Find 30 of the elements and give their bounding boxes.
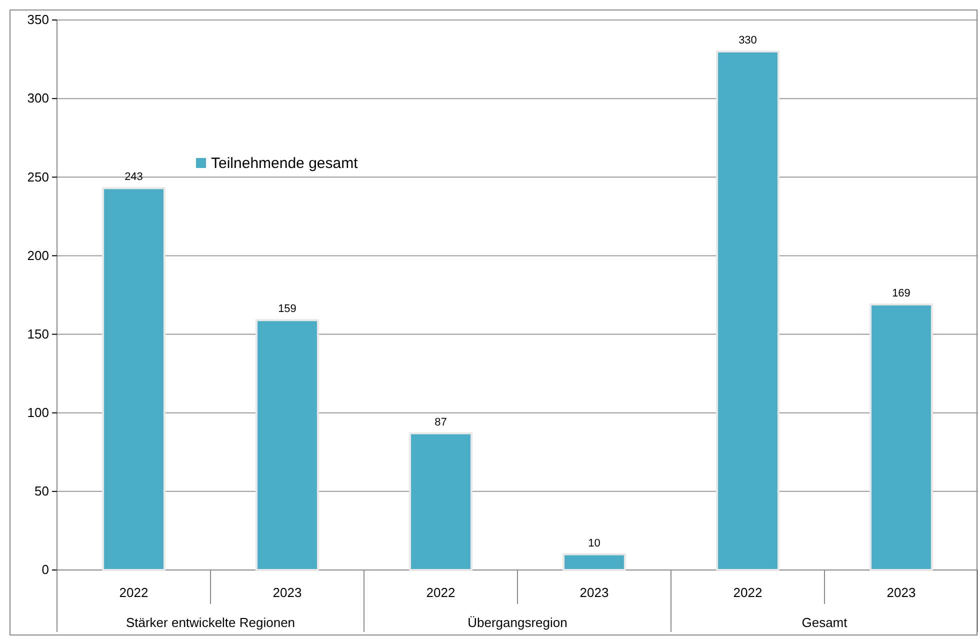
y-tick-label: 100	[27, 405, 49, 420]
text: Übergangsregion	[468, 615, 568, 630]
data-label: 243	[124, 171, 143, 184]
bar	[716, 50, 780, 571]
text: Stärker entwickelte Regionen	[126, 615, 296, 630]
bar	[870, 303, 933, 571]
data-label: 169	[892, 287, 910, 300]
y-tick-label: 150	[27, 326, 49, 342]
x-tick-label: 2022	[733, 585, 762, 600]
legend-label: Teilnehmende gesamt	[211, 155, 359, 172]
data-label: 87	[434, 416, 447, 428]
y-tick-label: 250	[27, 169, 49, 184]
y-tick-label: 0	[42, 562, 49, 578]
bar	[256, 319, 319, 571]
y-tick-label: 300	[27, 90, 49, 106]
x-tick-label: 2022	[119, 585, 148, 600]
x-tick-label: 2023	[886, 585, 916, 600]
x-tick-label: 2022	[426, 585, 456, 600]
bar	[102, 187, 166, 571]
y-tick-label: 350	[27, 12, 49, 28]
x-tick-label: 2023	[272, 585, 302, 600]
y-tick-label: 200	[27, 248, 49, 263]
y-tick-label: 50	[34, 484, 49, 499]
bar	[409, 432, 472, 571]
data-label: 159	[278, 303, 296, 316]
text: Gesamt	[802, 615, 848, 630]
data-label: 10	[588, 537, 600, 550]
x-tick-label: 2023	[580, 585, 609, 600]
data-label: 330	[738, 34, 757, 46]
bar	[562, 553, 626, 571]
